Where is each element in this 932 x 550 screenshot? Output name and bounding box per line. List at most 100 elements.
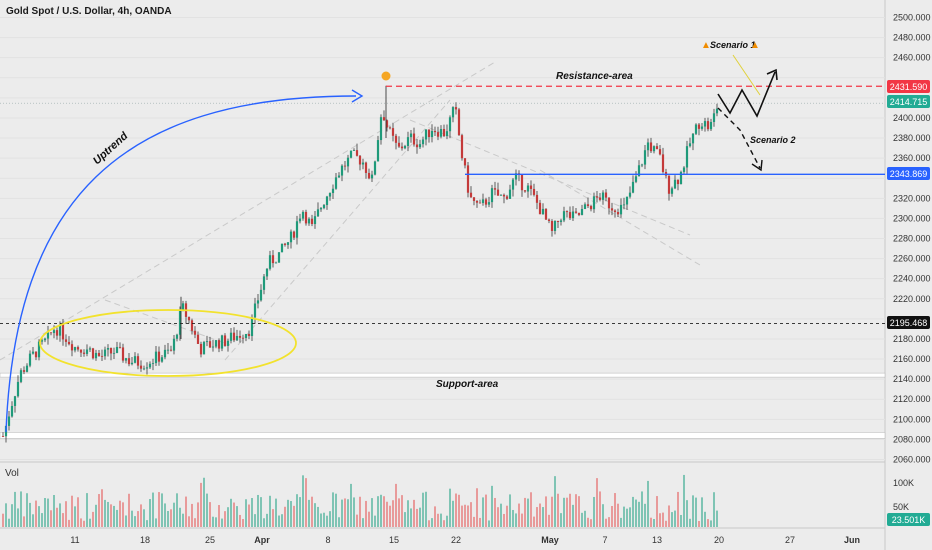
candle-body (673, 179, 677, 189)
volume-bar (71, 495, 73, 527)
x-tick-label: Apr (254, 535, 270, 545)
svg-text:2431.590: 2431.590 (890, 82, 928, 92)
candle-body (406, 137, 410, 146)
volume-bar (173, 502, 175, 527)
candle-body (100, 355, 104, 357)
candle-body (394, 135, 398, 143)
volume-bar (323, 512, 325, 527)
candle-body (472, 197, 476, 201)
volume-bar (296, 494, 298, 527)
candle-body (622, 204, 626, 206)
candle-body (580, 208, 584, 215)
candle-body (364, 162, 368, 173)
volume-bar (659, 513, 661, 527)
volume-bar (341, 499, 343, 527)
candle-body (49, 332, 53, 334)
volume-bar (275, 498, 277, 527)
volume-bar (203, 477, 205, 527)
volume-bar (563, 497, 565, 527)
candle-body (160, 357, 164, 362)
volume-bar (92, 511, 94, 527)
x-tick-label: May (541, 535, 559, 545)
candle-body (136, 356, 140, 366)
y-tick-label: 2300.000 (893, 213, 931, 223)
svg-text:2195.468: 2195.468 (890, 318, 928, 328)
candle-body (31, 351, 35, 354)
candle-body (40, 340, 44, 342)
candle-body (442, 128, 446, 137)
volume-bar (353, 497, 355, 527)
candle-body (544, 208, 548, 220)
volume-bar (497, 507, 499, 527)
candle-body (511, 179, 515, 190)
candle-body (640, 164, 644, 166)
candle-body (418, 144, 422, 148)
candle-body (691, 133, 695, 144)
volume-bar (113, 505, 115, 527)
scenario-1-group: ▲ Scenario 1 ▲ (701, 40, 760, 51)
volume-bar (500, 503, 502, 527)
candle-body (196, 334, 200, 344)
volume-bar (668, 505, 670, 527)
volume-bar (233, 502, 235, 527)
volume-bar (599, 491, 601, 527)
candle-body (325, 196, 329, 206)
volume-label: Vol (5, 468, 19, 479)
candle-body (694, 124, 698, 134)
candle-body (274, 262, 278, 264)
volume-bar (350, 483, 352, 527)
candle-body (652, 146, 656, 152)
x-axis: 11 18 25 Apr 8 15 22 May 7 13 20 27 Jun (70, 535, 860, 545)
candle-body (292, 231, 296, 238)
candle-body (520, 174, 524, 191)
scenario-1-pointer (732, 54, 761, 96)
volume-bar (515, 513, 517, 527)
volume-bar (653, 519, 655, 527)
volume-bar (713, 492, 715, 527)
candle-body (655, 146, 659, 150)
candle-body (484, 199, 488, 205)
candle-body (619, 204, 623, 215)
grid-layer (0, 17, 885, 460)
volume-bar (593, 496, 595, 527)
volume-bar (44, 498, 46, 527)
candle-body (439, 128, 443, 137)
volume-bar (386, 501, 388, 527)
volume-bar (257, 494, 259, 527)
volume-bar (38, 506, 40, 527)
volume-bar (575, 494, 577, 527)
candle-body (73, 347, 77, 351)
volume-bar (359, 496, 361, 527)
volume-bar (485, 494, 487, 527)
candle-body (226, 340, 230, 346)
candle-body (481, 199, 485, 204)
candle-body (52, 330, 56, 334)
volume-bar (374, 515, 376, 527)
volume-bar (692, 495, 694, 527)
y-tick-label: 2360.000 (893, 153, 931, 163)
support-band (0, 372, 886, 378)
candle-body (589, 206, 593, 210)
candle-body (661, 154, 665, 172)
volume-bar (305, 478, 307, 527)
volume-bar (269, 495, 271, 527)
candle-body (445, 131, 449, 137)
candle-body (340, 165, 344, 176)
candle-body (562, 211, 566, 221)
volume-bar (617, 503, 619, 527)
volume-bar (665, 520, 667, 527)
volume-tick-100k: 100K (893, 478, 914, 488)
candle-body (58, 324, 62, 336)
candle-body (169, 349, 173, 351)
volume-bar (518, 503, 520, 527)
volume-bar (623, 506, 625, 527)
volume-bar (407, 500, 409, 527)
candle-body (238, 335, 242, 338)
volume-bar (119, 500, 121, 527)
candle-body (25, 365, 29, 372)
volume-bar (521, 513, 523, 527)
blue-level-price-tag: 2343.869 (887, 167, 930, 180)
candle-body (502, 194, 506, 197)
volume-bar (41, 513, 43, 527)
